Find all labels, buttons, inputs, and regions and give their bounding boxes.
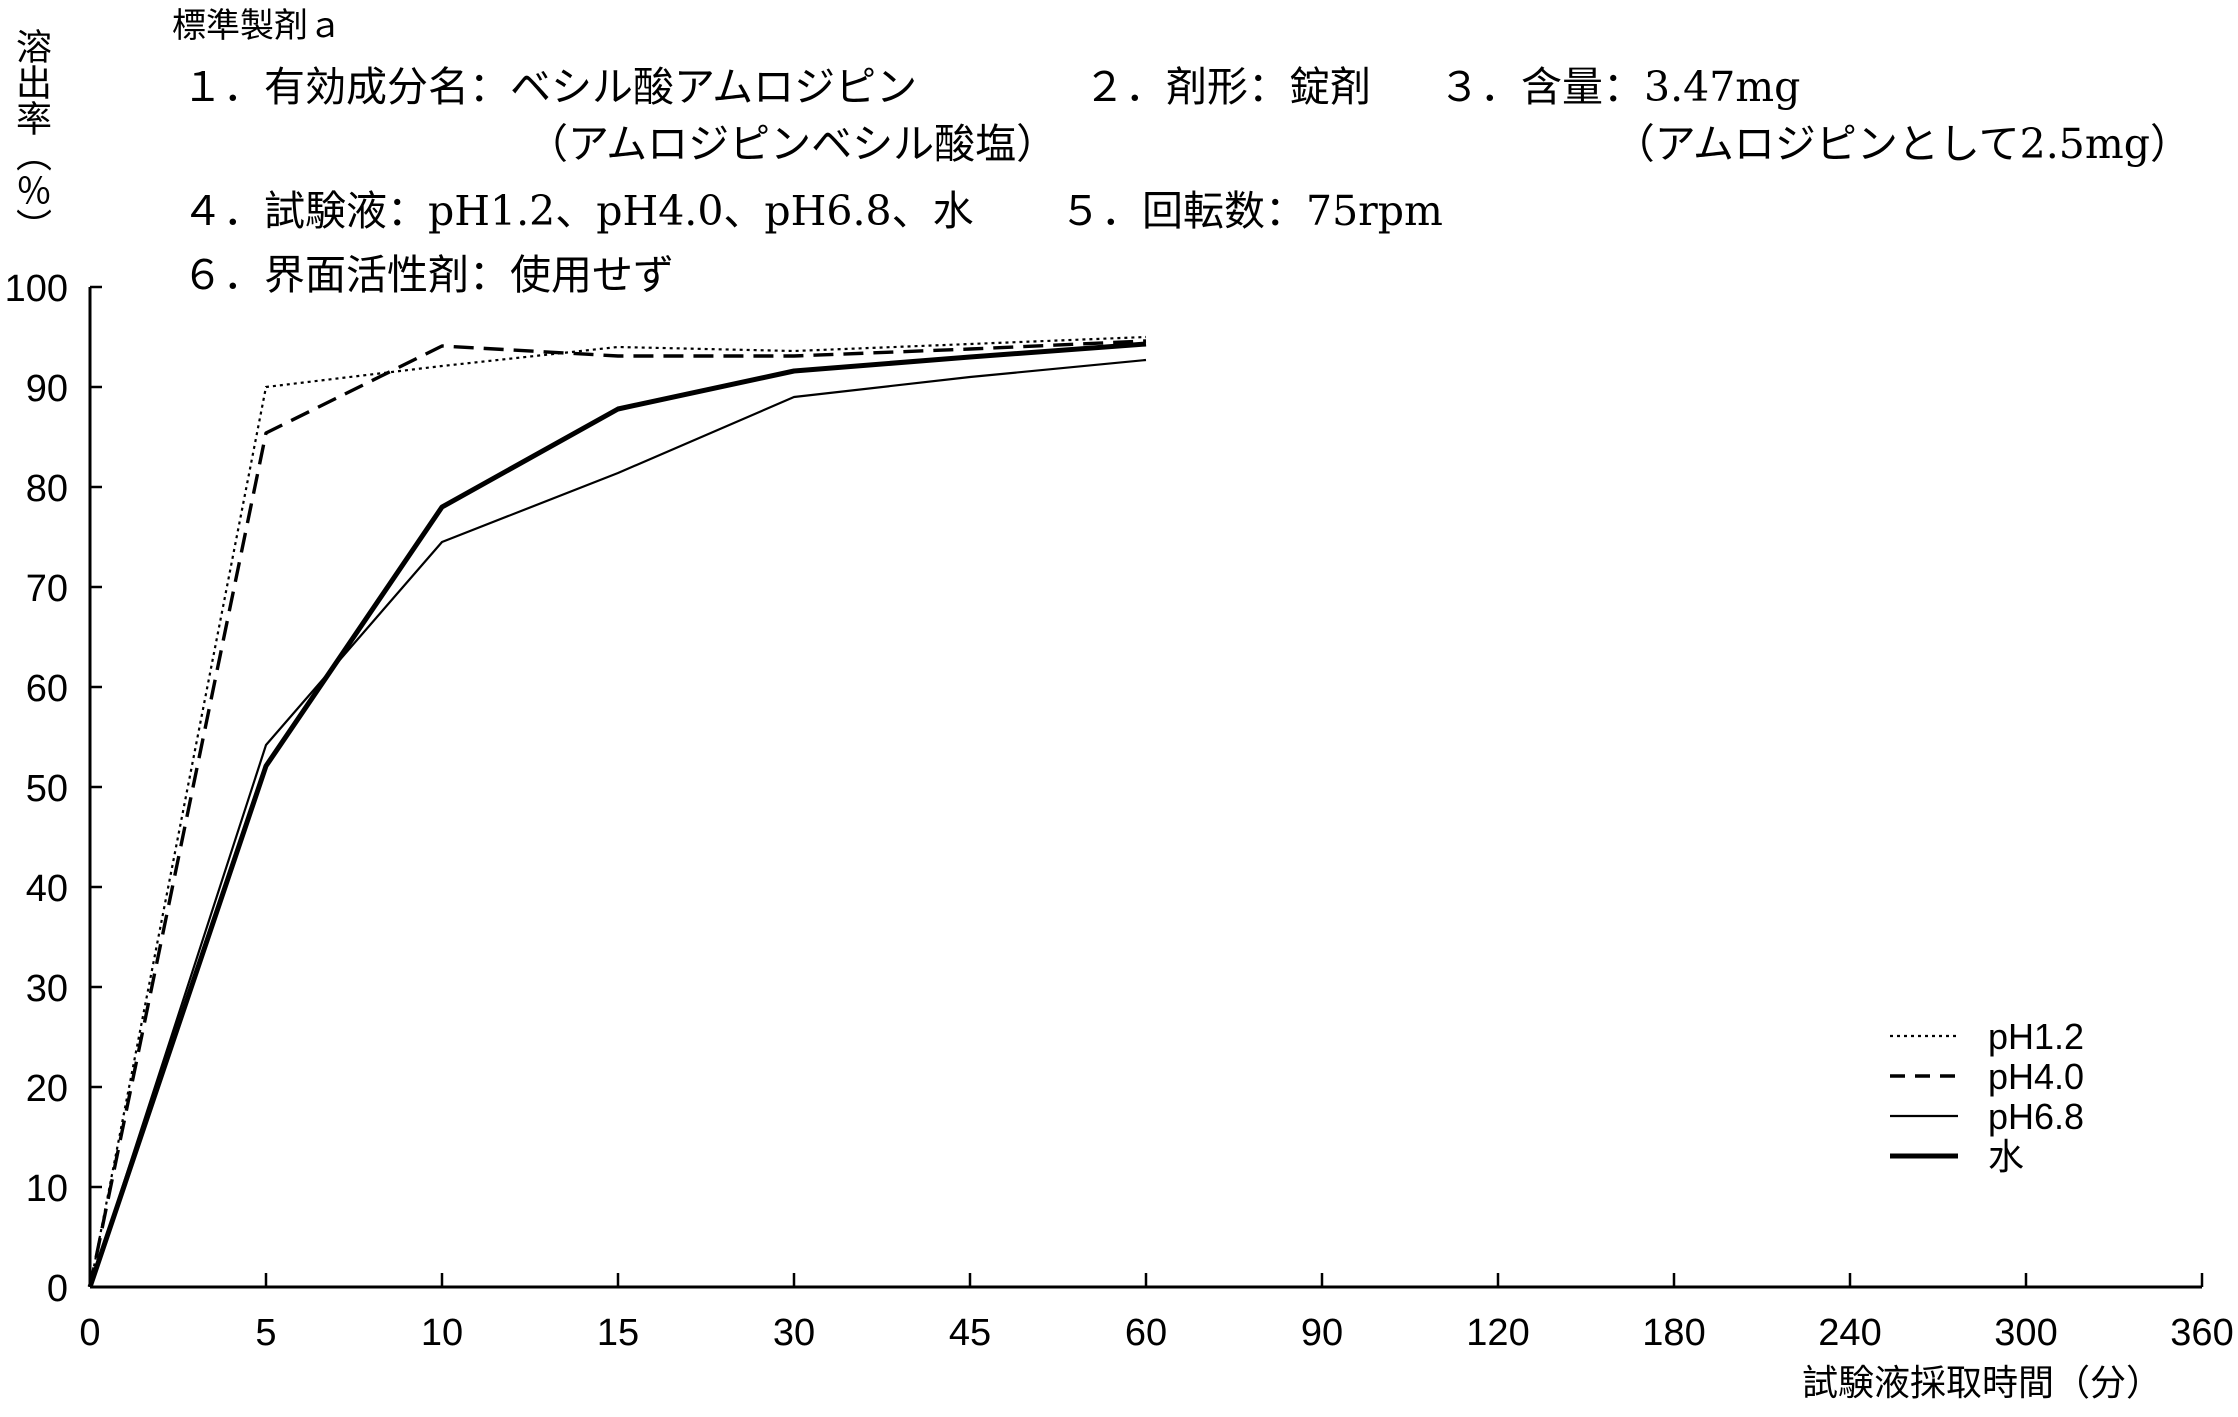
legend-label-ph1-2: pH1.2 (1988, 1016, 2084, 1057)
y-tick-label: 20 (26, 1068, 68, 1110)
legend-item-ph6-8: pH6.8 (1890, 1096, 2084, 1137)
condition-active-ingredient-note: （アムロジピンベシル酸塩） (527, 120, 1058, 168)
series-line-ph6-8 (88, 358, 1147, 1288)
x-tick-label: 60 (1125, 1312, 1167, 1354)
x-axis-label: 試験液採取時間（分） (1801, 1363, 2162, 1404)
condition-active-ingredient: １．有効成分名：ベシル酸アムロジピン (182, 63, 918, 111)
series-line-ph1-2 (88, 335, 1147, 1288)
x-tick-label: 5 (255, 1312, 276, 1354)
y-axis-label: 溶出率（％） (10, 28, 51, 244)
x-tick-label: 240 (1818, 1312, 1881, 1354)
x-tick-label: 120 (1466, 1312, 1529, 1354)
series-line-ph4-0 (88, 339, 1147, 1288)
y-tick-label: 50 (26, 768, 68, 810)
y-tick-label: 0 (47, 1268, 68, 1310)
y-tick-label: 30 (26, 968, 68, 1010)
legend-label-ph4-0: pH4.0 (1988, 1056, 2084, 1097)
y-tick-label: 10 (26, 1168, 68, 1210)
y-tick-label: 100 (5, 268, 68, 310)
x-tick-label: 0 (79, 1312, 100, 1354)
x-tick-label: 30 (773, 1312, 815, 1354)
x-tick-label: 180 (1642, 1312, 1705, 1354)
x-tick-label: 90 (1301, 1312, 1343, 1354)
x-tick-label: 45 (949, 1312, 991, 1354)
x-tick-label: 360 (2170, 1312, 2233, 1354)
series-line-water (87, 341, 1147, 1288)
chart-title: 標準製剤ａ (172, 6, 342, 46)
condition-rotation-speed: ５．回転数：75rpm (1060, 187, 1443, 235)
y-tick-label: 40 (26, 868, 68, 910)
legend-item-ph1-2: pH1.2 (1890, 1016, 2084, 1057)
y-tick-label: 90 (26, 368, 68, 410)
x-tick-label: 10 (421, 1312, 463, 1354)
series-layer (87, 335, 1147, 1288)
y-tick-label: 70 (26, 568, 68, 610)
legend-label-ph6-8: pH6.8 (1988, 1096, 2084, 1137)
x-tick-label: 300 (1994, 1312, 2057, 1354)
legend-item-ph4-0: pH4.0 (1890, 1056, 2084, 1097)
y-tick-label: 80 (26, 468, 68, 510)
y-tick-label: 60 (26, 668, 68, 710)
axes: 0 5 10 15 30 45 60 90 120 180 240 300 360 0 10 20 30 40 50… (5, 268, 2234, 1354)
condition-content: ３．含量：3.47mg (1439, 63, 1801, 111)
x-tick-label: 15 (597, 1312, 639, 1354)
condition-dosage-form: ２．剤形：錠剤 (1084, 63, 1371, 111)
condition-surfactant: ６．界面活性剤：使用せず (182, 251, 674, 299)
condition-test-fluid: ４．試験液：pH1.2、pH4.0、pH6.8、水 (182, 187, 974, 235)
legend-item-water: 水 (1890, 1136, 2024, 1177)
legend-label-water: 水 (1988, 1136, 2024, 1177)
condition-content-note: （アムロジピンとして2.5mg） (1613, 120, 2191, 168)
